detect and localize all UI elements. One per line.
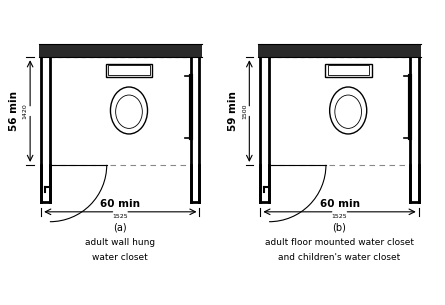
- Text: 60 min: 60 min: [100, 199, 140, 209]
- Ellipse shape: [116, 95, 142, 128]
- Bar: [325, 63, 372, 77]
- Text: 1420: 1420: [23, 103, 28, 119]
- Text: 1500: 1500: [242, 103, 247, 119]
- Bar: [328, 66, 369, 75]
- Bar: [258, 44, 421, 57]
- Text: 1525: 1525: [113, 214, 128, 219]
- Text: (b): (b): [332, 223, 347, 233]
- Bar: [105, 63, 153, 77]
- Text: water closet: water closet: [93, 253, 148, 262]
- Ellipse shape: [330, 87, 367, 134]
- Text: adult wall hung: adult wall hung: [85, 238, 155, 247]
- Bar: [109, 66, 150, 75]
- Ellipse shape: [335, 95, 361, 128]
- Text: (a): (a): [113, 223, 127, 233]
- Text: 56 min: 56 min: [9, 91, 19, 131]
- Bar: [39, 44, 202, 57]
- Text: 60 min: 60 min: [320, 199, 360, 209]
- Text: 59 min: 59 min: [228, 91, 238, 131]
- Ellipse shape: [110, 87, 148, 134]
- Text: 1525: 1525: [332, 214, 348, 219]
- Text: adult floor mounted water closet: adult floor mounted water closet: [265, 238, 414, 247]
- Text: and children's water closet: and children's water closet: [279, 253, 400, 262]
